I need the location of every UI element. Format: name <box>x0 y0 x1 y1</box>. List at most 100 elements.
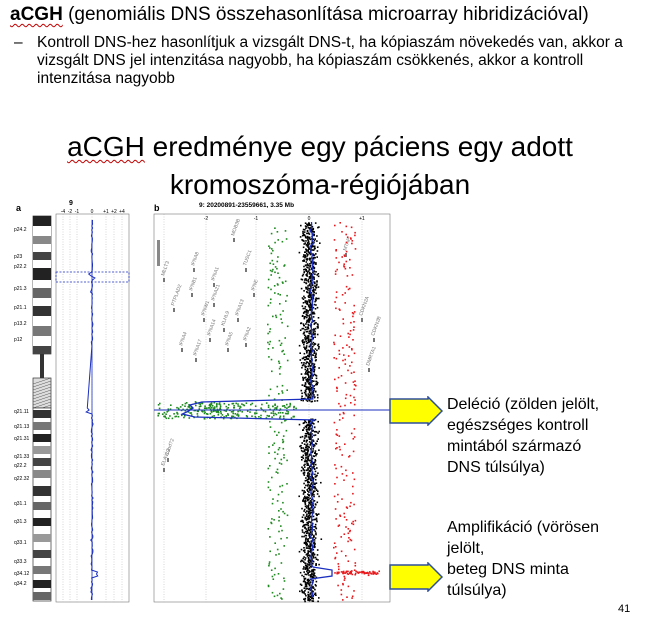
probe-point <box>315 431 318 433</box>
probe-point <box>302 255 305 258</box>
probe-point <box>274 407 276 409</box>
probe-point <box>310 540 313 543</box>
probe-point <box>333 495 336 498</box>
probe-point <box>232 402 235 405</box>
probe-point <box>308 571 311 573</box>
probe-point <box>333 239 336 241</box>
probe-point <box>310 350 312 353</box>
probe-point <box>341 294 344 296</box>
probe-point <box>314 400 316 402</box>
probe-point <box>274 266 277 268</box>
probe-point <box>303 490 305 492</box>
probe-point <box>190 414 193 416</box>
probe-point <box>277 573 280 575</box>
probe-point <box>312 395 314 398</box>
probe-point <box>307 456 309 458</box>
probe-point <box>308 277 311 279</box>
probe-point <box>307 528 310 531</box>
probe-point <box>280 463 283 465</box>
probe-point <box>352 485 354 488</box>
probe-point <box>278 393 280 395</box>
probe-point <box>255 409 258 412</box>
probe-point <box>309 595 311 598</box>
probe-point <box>304 348 307 350</box>
probe-point <box>232 410 234 413</box>
probe-point <box>353 321 355 323</box>
probe-point <box>317 600 319 603</box>
probe-point <box>308 379 310 381</box>
probe-point <box>306 270 308 273</box>
gene-tick <box>223 328 225 332</box>
probe-point <box>307 280 310 282</box>
probe-point <box>315 299 317 302</box>
probe-point <box>313 312 316 315</box>
probe-point <box>278 516 280 518</box>
probe-point <box>315 532 317 534</box>
probe-point <box>211 415 214 418</box>
probe-point <box>311 418 314 421</box>
probe-point <box>307 580 309 583</box>
probe-point <box>315 454 317 457</box>
probe-point <box>281 405 284 407</box>
gene-label: CDKN2B <box>370 315 383 337</box>
probe-point <box>303 356 305 359</box>
probe-point <box>284 406 286 409</box>
probe-point <box>337 571 340 574</box>
probe-point <box>308 597 310 600</box>
probe-point <box>306 566 308 568</box>
probe-point <box>307 467 309 469</box>
probe-point <box>307 594 310 596</box>
probe-point <box>341 256 343 258</box>
chromosome-band <box>33 502 51 510</box>
probe-point <box>348 537 350 539</box>
probe-point <box>313 234 315 237</box>
selected-region-box <box>55 271 130 283</box>
probe-point <box>312 228 314 231</box>
probe-point <box>304 558 306 561</box>
probe-point <box>318 563 320 566</box>
probe-point <box>340 593 343 596</box>
probe-point <box>348 336 350 338</box>
probe-point <box>284 337 286 339</box>
probe-point <box>305 337 308 340</box>
probe-point <box>307 449 310 452</box>
probe-point <box>304 539 307 541</box>
probe-point <box>305 435 308 437</box>
probe-point <box>314 473 316 476</box>
probe-point <box>309 385 311 387</box>
gene-label: MTAP <box>342 236 352 251</box>
probe-point <box>334 546 337 548</box>
probe-point <box>230 411 233 413</box>
probe-point <box>307 487 310 490</box>
probe-point <box>310 521 312 524</box>
panel-a-tick-label: 0 <box>91 209 94 215</box>
probe-point <box>308 391 311 394</box>
probe-point <box>312 575 314 577</box>
probe-point <box>307 505 310 508</box>
probe-point <box>304 582 307 584</box>
probe-point <box>306 499 309 502</box>
probe-point <box>338 524 341 526</box>
probe-point <box>306 372 309 374</box>
probe-point <box>307 436 310 438</box>
panel-a-label: a <box>16 203 22 213</box>
probe-point <box>303 508 306 511</box>
probe-point <box>351 361 353 364</box>
probe-point <box>311 430 314 432</box>
probe-point <box>307 481 309 484</box>
probe-point <box>339 335 342 337</box>
chromosome-band <box>33 244 51 252</box>
probe-point <box>277 256 279 258</box>
probe-point <box>313 369 316 371</box>
probe-point <box>354 564 357 567</box>
probe-point <box>280 537 282 540</box>
probe-point <box>304 567 306 569</box>
probe-point <box>269 302 272 304</box>
probe-point <box>307 249 309 251</box>
probe-point <box>300 278 303 281</box>
title-term: aCGH <box>67 131 145 162</box>
probe-point <box>304 499 307 502</box>
probe-point <box>277 472 279 474</box>
probe-point <box>306 563 309 565</box>
probe-point <box>278 360 280 363</box>
